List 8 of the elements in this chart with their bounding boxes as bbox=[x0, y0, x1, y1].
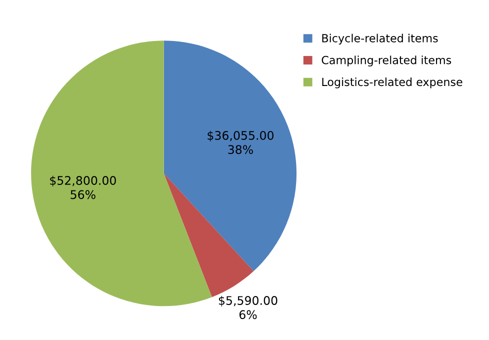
legend-label: Bicycle-related items bbox=[322, 34, 438, 45]
legend-label: Campling-related items bbox=[322, 56, 452, 66]
data-label: $5,590.00 6% bbox=[218, 296, 278, 320]
pie-slice bbox=[164, 173, 254, 298]
legend-label: Logistics-related expense bbox=[322, 78, 462, 88]
data-label: $52,800.00 56% bbox=[50, 176, 116, 200]
pie-slice bbox=[164, 40, 297, 272]
data-label: $36,055.00 38% bbox=[208, 130, 274, 154]
